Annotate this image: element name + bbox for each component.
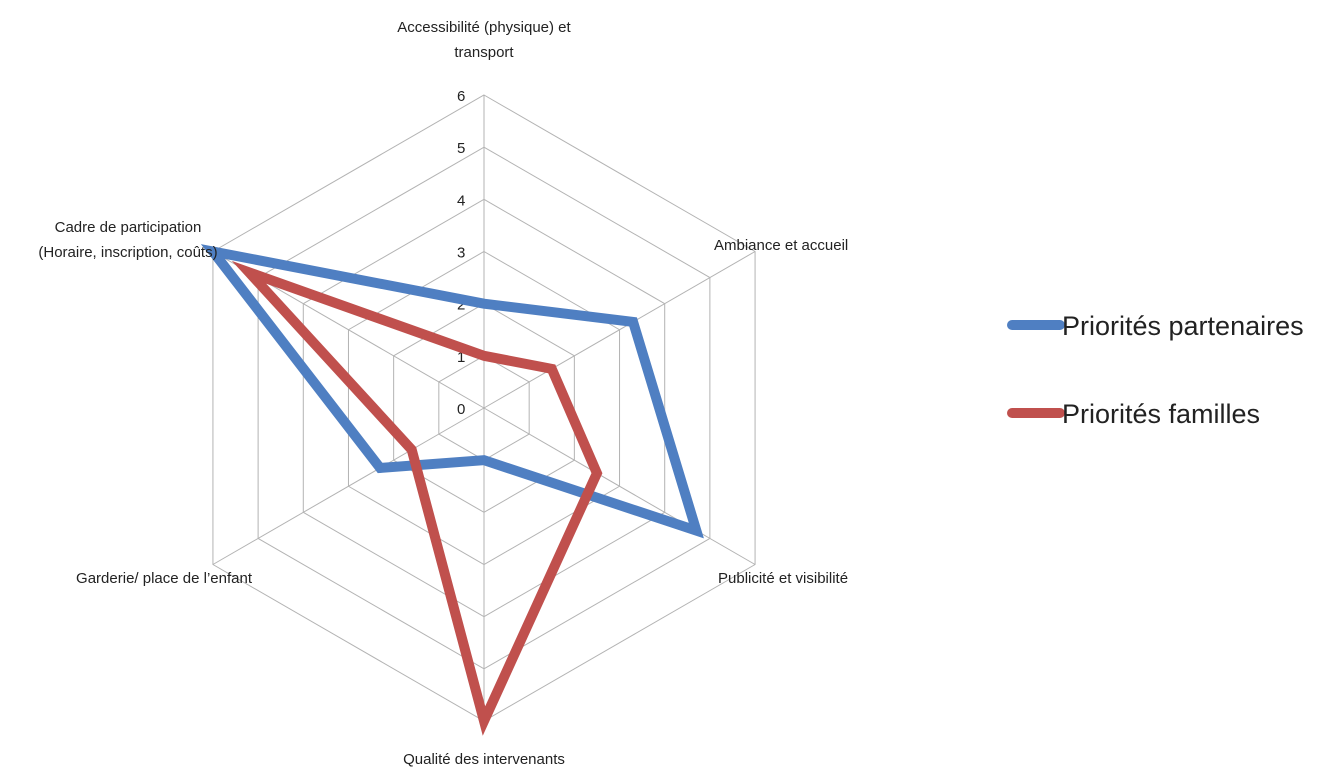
category-labels: Accessibilité (physique) et transport Ambi… (38, 19, 848, 768)
series-line (200, 244, 704, 539)
category-label: Publicité et visibilité (718, 570, 848, 587)
category-label: Ambiance et accueil (714, 237, 848, 254)
category-label-line: Garderie/ place de l’enfant (76, 570, 253, 587)
category-label-line: Ambiance et accueil (714, 237, 848, 254)
tick-label: 2 (457, 297, 465, 314)
category-label: Cadre de participation (Horaire, inscript… (38, 219, 217, 261)
legend-label: Priorités partenaires (1062, 311, 1304, 341)
legend: Priorités partenaires Priorités familles (1007, 311, 1304, 429)
category-label-line: (Horaire, inscription, coûts) (38, 244, 217, 261)
axis-spoke (483, 251, 756, 409)
radar-grid (212, 94, 756, 722)
axis-spoke (212, 407, 485, 565)
category-label-line: Qualité des intervenants (403, 751, 565, 768)
axis-spoke (483, 407, 756, 565)
tick-label: 1 (457, 349, 465, 366)
category-label-line: Accessibilité (physique) et (397, 19, 571, 36)
tick-label: 5 (457, 140, 465, 157)
category-label: Qualité des intervenants (403, 751, 565, 768)
legend-label: Priorités familles (1062, 399, 1260, 429)
tick-label: 0 (457, 401, 465, 418)
category-label-line: Cadre de participation (55, 219, 202, 236)
category-label-line: Publicité et visibilité (718, 570, 848, 587)
radar-series (200, 244, 704, 736)
category-label-line: transport (454, 44, 514, 61)
tick-label: 4 (457, 192, 465, 209)
category-label: Garderie/ place de l’enfant (76, 570, 253, 587)
series-line (231, 260, 603, 736)
category-label: Accessibilité (physique) et transport (397, 19, 571, 61)
tick-label: 3 (457, 245, 465, 262)
radial-tick-labels: 0 1 2 3 4 5 6 (457, 88, 465, 418)
tick-label: 6 (457, 88, 465, 105)
